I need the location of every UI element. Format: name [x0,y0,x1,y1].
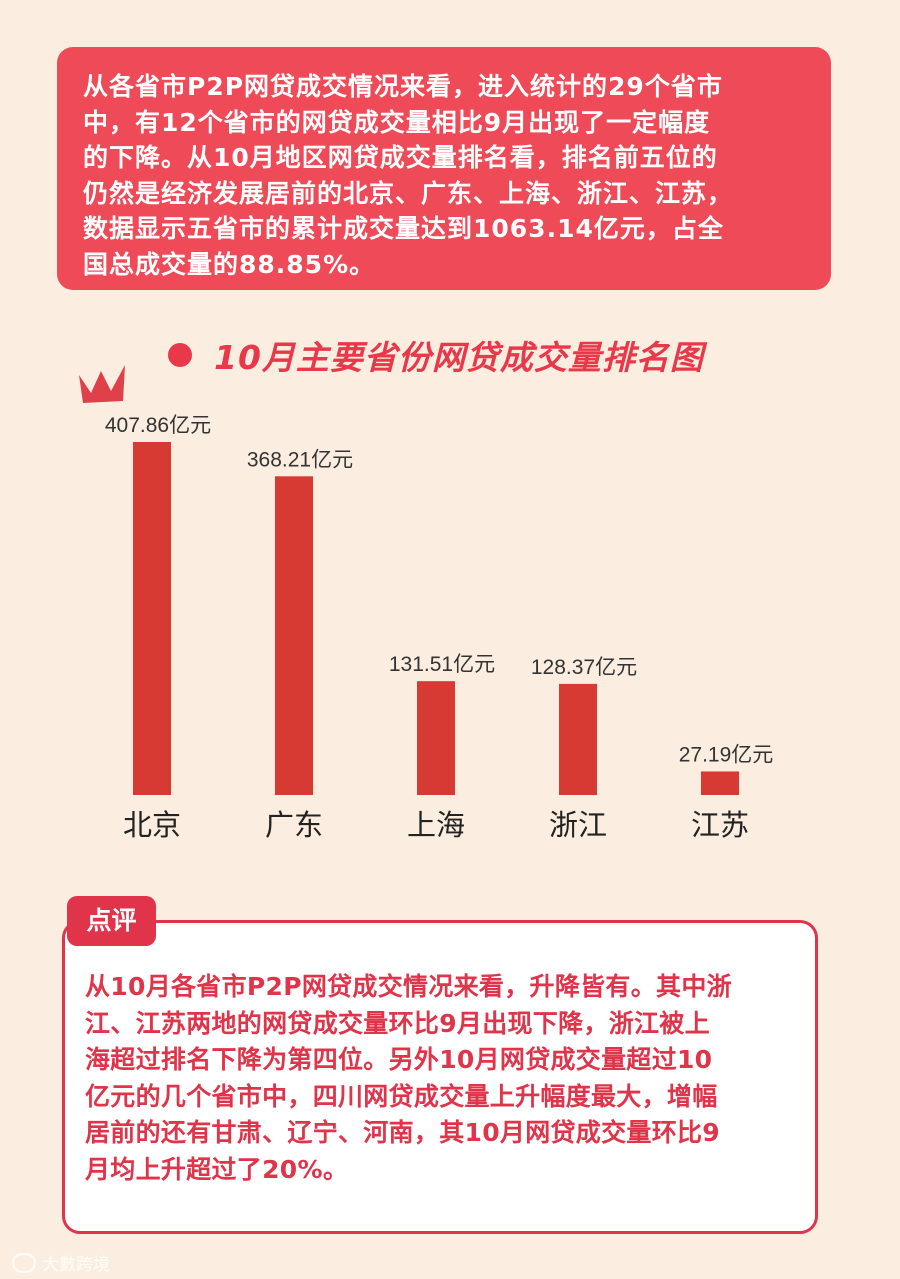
intro-text: 从各省市P2P网贷成交情况来看，进入统计的29个省市 中，有12个省市的网贷成交… [83,72,734,279]
review-text: 从10月各省市P2P网贷成交情况来看，升降皆有。其中浙 江、江苏两地的网贷成交量… [85,972,732,1184]
value-label-1: 368.21亿元 [247,448,353,471]
crown-icon [79,365,125,403]
bar-4 [701,771,739,795]
bullet-dot-icon [168,343,192,367]
category-label-4: 江苏 [691,808,749,842]
category-label-2: 上海 [407,808,465,842]
bar-0 [133,442,171,795]
chart-title: 10月主要省份网贷成交量排名图 [214,338,704,377]
bar-1 [275,476,313,795]
category-label-0: 北京 [123,808,181,842]
value-label-0: 407.86亿元 [105,414,211,437]
value-label-3: 128.37亿元 [531,656,637,679]
review-box: 从10月各省市P2P网贷成交情况来看，升降皆有。其中浙 江、江苏两地的网贷成交量… [62,920,818,1234]
review-tag: 点评 [67,896,156,946]
watermark: 大數跨境 [12,1250,110,1275]
chart-title-row: 10月主要省份网贷成交量排名图 [168,330,704,380]
bar-3 [559,683,597,795]
category-label-1: 广东 [265,808,323,842]
value-label-4: 27.19亿元 [679,743,774,766]
bar-2 [417,681,455,795]
intro-box: 从各省市P2P网贷成交情况来看，进入统计的29个省市 中，有12个省市的网贷成交… [57,47,831,290]
watermark-logo-icon [12,1252,36,1273]
value-label-2: 131.51亿元 [389,653,495,676]
watermark-text: 大數跨境 [42,1255,110,1275]
category-label-3: 浙江 [549,808,607,842]
